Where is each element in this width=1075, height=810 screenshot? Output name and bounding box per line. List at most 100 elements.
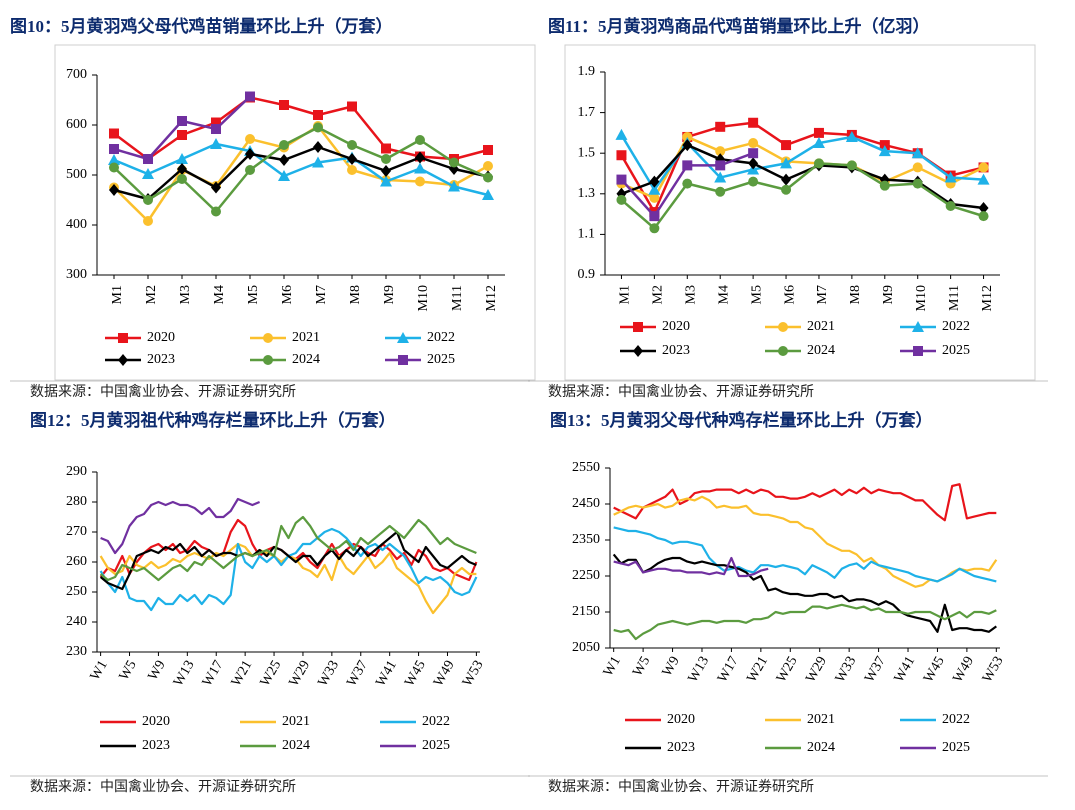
marker (781, 140, 792, 151)
x-tick-label: W33 (316, 658, 343, 689)
x-tick-label: M3 (684, 285, 699, 304)
x-tick-label: W1 (88, 658, 111, 683)
marker (118, 333, 128, 343)
x-tick-label: M9 (881, 285, 896, 304)
marker (347, 140, 357, 150)
marker (312, 156, 324, 168)
marker (449, 157, 459, 168)
marker (878, 145, 891, 157)
marker (978, 202, 989, 215)
series-line (113, 145, 489, 201)
marker (415, 176, 425, 187)
marker (211, 124, 221, 134)
y-tick-label: 2150 (572, 604, 600, 619)
x-tick-label: W29 (287, 658, 314, 689)
x-tick-label: M1 (618, 285, 633, 304)
series-line (620, 162, 984, 230)
y-tick-label: 2250 (572, 568, 600, 583)
legend-label: 2021 (807, 712, 835, 727)
chart-title: 图13：5月黄羽父母代种鸡存栏量环比上升（万套） (550, 410, 933, 430)
y-tick-label: 600 (66, 117, 87, 132)
marker (748, 157, 759, 170)
x-tick-label: M10 (914, 285, 929, 311)
marker (715, 146, 726, 157)
series-line (113, 142, 489, 197)
x-tick-label: M12 (980, 285, 995, 311)
marker (912, 321, 924, 332)
y-tick-label: 240 (66, 614, 87, 629)
marker (279, 140, 289, 150)
marker (846, 160, 857, 171)
x-tick-label: M10 (416, 285, 431, 311)
legend-label: 2021 (807, 319, 835, 334)
marker (177, 116, 187, 126)
marker (944, 171, 957, 183)
legend-label: 2023 (147, 352, 175, 367)
y-tick-label: 1.7 (578, 105, 596, 120)
marker (211, 117, 221, 128)
series-line (99, 530, 477, 591)
x-tick-label: M12 (484, 285, 499, 311)
marker (109, 144, 119, 154)
marker (245, 134, 255, 144)
y-tick-label: 1.9 (578, 64, 596, 79)
marker (649, 175, 660, 188)
legend-label: 2020 (147, 330, 175, 345)
marker (415, 151, 425, 164)
marker (210, 138, 222, 149)
x-tick-label: M7 (314, 285, 329, 304)
x-tick-label: M5 (749, 285, 764, 304)
marker (483, 172, 493, 183)
marker (913, 346, 923, 356)
marker (263, 355, 273, 365)
x-tick-label: W17 (200, 658, 227, 689)
marker (616, 194, 627, 205)
source-note: 数据来源：中国禽业协会、开源证券研究所 (30, 778, 296, 795)
marker (380, 175, 392, 187)
y-tick-label: 400 (66, 217, 87, 232)
marker (714, 171, 727, 183)
marker (978, 162, 989, 173)
series-line (99, 515, 477, 582)
x-tick-label: W53 (980, 654, 1007, 685)
marker (313, 141, 323, 153)
marker (748, 148, 759, 159)
marker (879, 180, 890, 191)
x-tick-label: W5 (117, 658, 140, 683)
x-tick-label: W13 (686, 654, 713, 685)
marker (649, 223, 660, 234)
chart-title: 图11：5月黄羽鸡商品代鸡苗销量环比上升（亿羽） (548, 16, 930, 36)
marker (615, 128, 628, 140)
marker (879, 140, 890, 151)
marker (977, 173, 990, 185)
y-tick-label: 230 (66, 644, 87, 659)
x-tick-label: W1 (601, 654, 624, 679)
marker (813, 158, 824, 169)
marker (483, 161, 493, 171)
marker (245, 165, 255, 175)
marker (278, 170, 290, 181)
x-tick-label: W41 (373, 658, 400, 689)
legend-label: 2023 (142, 738, 170, 753)
x-tick-label: W9 (146, 658, 169, 683)
marker (748, 176, 759, 187)
series-line (113, 96, 489, 161)
marker (682, 131, 693, 142)
marker (245, 148, 255, 160)
marker (381, 165, 391, 177)
marker (748, 138, 759, 149)
y-tick-label: 260 (66, 554, 87, 569)
x-tick-label: W45 (921, 654, 948, 685)
y-tick-label: 250 (66, 584, 87, 599)
series-line (99, 518, 478, 582)
marker (397, 332, 409, 343)
marker (780, 157, 793, 169)
x-tick-label: W5 (630, 654, 653, 679)
x-tick-label: M4 (716, 285, 731, 304)
marker (108, 154, 120, 165)
x-tick-label: W21 (229, 658, 256, 689)
legend-label: 2020 (667, 712, 695, 727)
marker (279, 154, 289, 166)
marker (845, 130, 858, 142)
marker (177, 163, 187, 175)
